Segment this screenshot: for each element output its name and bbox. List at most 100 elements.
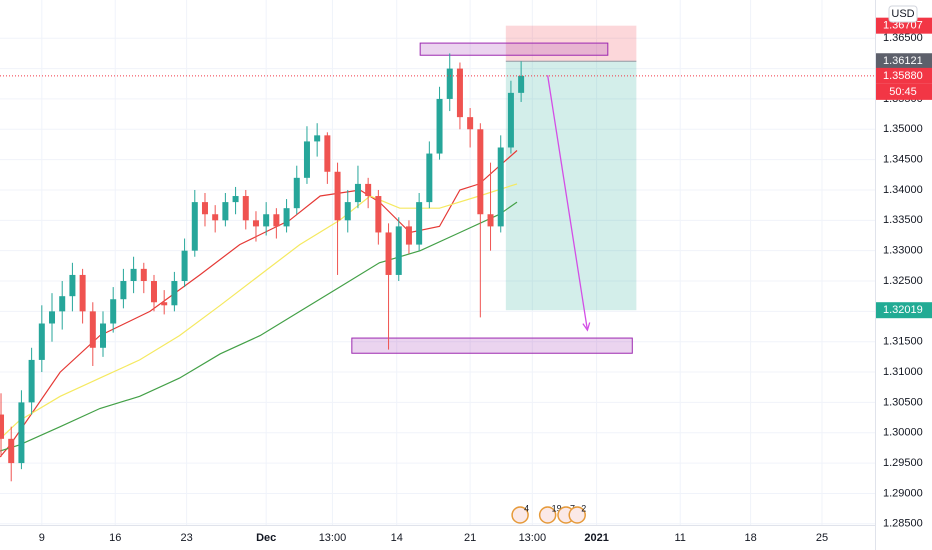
x-tick-label: 13:00 — [319, 532, 347, 544]
candle-body — [120, 281, 127, 300]
event-count: 2 — [581, 503, 586, 513]
arrow-head — [582, 322, 591, 332]
moving-average — [0, 183, 518, 440]
event-count: 4 — [524, 503, 529, 513]
candle-body — [324, 135, 331, 172]
candle-body — [395, 226, 402, 275]
candle-body — [385, 232, 392, 275]
candle-body — [497, 147, 504, 227]
candle-body — [242, 196, 249, 221]
x-tick-label: 21 — [464, 532, 476, 544]
event-icon — [511, 506, 529, 524]
candle-body — [79, 274, 86, 312]
y-tick-label: 1.29500 — [883, 457, 923, 469]
x-tick-label: 13:00 — [519, 532, 547, 544]
candle-body — [140, 268, 147, 282]
candle-body — [273, 214, 280, 227]
target-price-tag: 1.32019 — [883, 304, 923, 316]
y-tick-label: 1.30000 — [883, 427, 923, 439]
position-profit-zone — [505, 61, 637, 311]
candle-body — [150, 281, 157, 303]
candle-body — [456, 68, 463, 118]
moving-average — [0, 150, 518, 458]
y-tick-label: 1.28500 — [883, 518, 923, 530]
x-tick-label: 23 — [181, 532, 193, 544]
candle-body — [69, 274, 76, 297]
candle-body — [436, 98, 443, 154]
y-tick-label: 1.32500 — [883, 275, 923, 287]
candle-body — [8, 438, 15, 464]
y-tick-label: 1.34500 — [883, 154, 923, 166]
candle-body — [212, 214, 219, 221]
candle-body — [28, 359, 35, 403]
candle-body — [181, 250, 188, 282]
candle-body — [232, 196, 239, 203]
candle-body — [416, 202, 423, 245]
moving-average — [0, 201, 518, 452]
candle-body — [405, 226, 412, 245]
stop-price-tag: 1.36707 — [883, 20, 923, 32]
event-icon — [538, 506, 557, 524]
arrow-line — [546, 75, 589, 331]
y-tick-label: 1.33500 — [883, 214, 923, 226]
countdown-bg — [876, 83, 932, 100]
candle-body — [201, 202, 208, 215]
candle-body — [100, 323, 107, 348]
x-tick-label: 9 — [39, 532, 45, 544]
currency-label: USD — [891, 8, 914, 20]
currency-box — [888, 5, 918, 23]
candle-body — [314, 135, 321, 142]
y-tick-label: 1.30500 — [883, 396, 923, 408]
candle-body — [507, 92, 514, 148]
candle-body — [222, 202, 229, 221]
candle-body — [161, 302, 168, 306]
candle-body — [426, 153, 433, 203]
y-tick-label: 1.36500 — [883, 32, 923, 44]
y-tick-label: 1.31000 — [883, 366, 923, 378]
candle-body — [59, 296, 66, 312]
y-tick-label: 1.33000 — [883, 245, 923, 257]
y-tick-label: 1.31500 — [883, 336, 923, 348]
countdown: 50:45 — [889, 86, 917, 98]
candle-body — [130, 268, 137, 282]
price-zone — [419, 42, 609, 56]
candle-body — [283, 208, 290, 227]
x-tick-label: 11 — [675, 532, 686, 544]
x-tick-label: 14 — [391, 532, 403, 544]
event-icon — [568, 506, 586, 524]
candle-body — [263, 214, 270, 227]
last-price-tag-bg — [876, 67, 932, 84]
candle-body — [446, 68, 453, 99]
candle-body — [18, 402, 25, 464]
candle-body — [171, 281, 178, 306]
candle-body — [293, 177, 300, 209]
candle-body — [252, 220, 259, 227]
candle-body — [110, 299, 117, 324]
candle-body — [487, 214, 494, 227]
x-tick-label: 16 — [109, 532, 121, 544]
candle-body — [354, 183, 361, 203]
x-tick-label: 2021 — [584, 532, 608, 544]
x-tick-label: Dec — [256, 532, 276, 544]
candle-body — [375, 196, 382, 233]
candle-body — [303, 141, 310, 178]
candle-body — [518, 75, 525, 93]
entry-price-tag-bg — [876, 53, 932, 70]
last-price-tag: 1.35880 — [883, 70, 923, 82]
candle-body — [467, 117, 474, 130]
candle-body — [365, 183, 372, 197]
entry-price-tag: 1.36121 — [883, 55, 923, 67]
event-count: 19 — [552, 503, 562, 513]
y-tick-label: 1.29000 — [883, 487, 923, 499]
x-tick-label: 18 — [744, 532, 756, 544]
candle-body — [334, 171, 341, 221]
candle-body — [477, 129, 484, 215]
candle-body — [191, 202, 198, 251]
price-zone — [351, 337, 633, 354]
target-price-tag-bg — [876, 302, 932, 319]
candle-body — [89, 311, 96, 348]
x-tick-label: 25 — [816, 532, 828, 544]
